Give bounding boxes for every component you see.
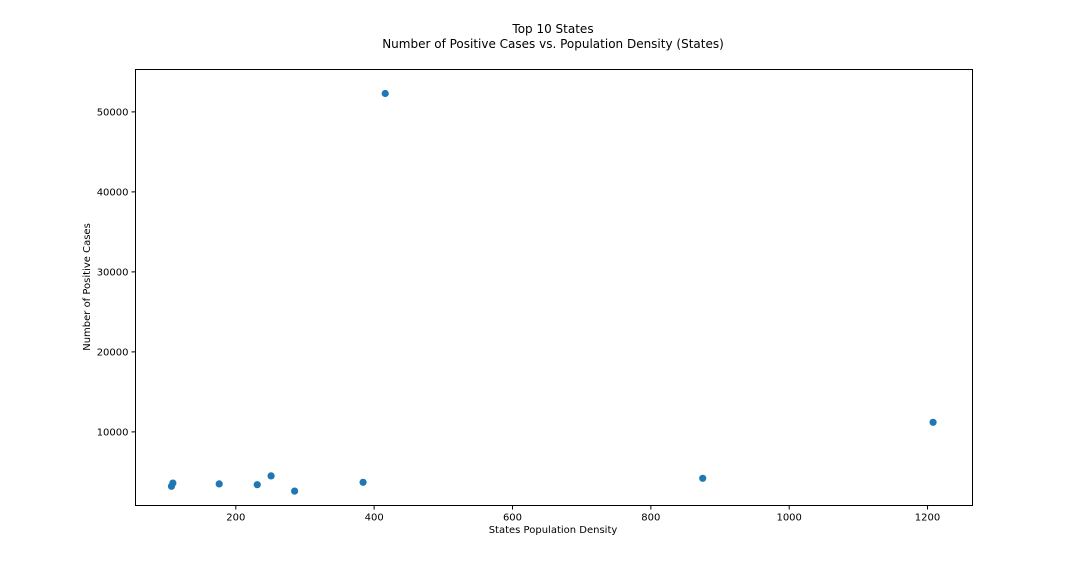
x-axis-label: States Population Density [489,525,618,536]
data-point [381,89,389,98]
y-axis-label: Number of Positive Cases [82,223,93,351]
x-tick-label: 200 [226,513,245,524]
data-point [359,478,367,486]
y-tick-label: 40000 [97,187,129,198]
data-point [267,472,275,480]
chart-subtitle: Number of Positive Cases vs. Population … [382,37,724,51]
x-tick-label: 1200 [915,513,940,524]
y-tick-label: 20000 [97,347,129,358]
data-point [253,481,261,489]
chart-title: Top 10 States [511,22,593,36]
x-tick-label: 1000 [776,513,801,524]
y-axis-ticks: 10000 20000 30000 40000 50000 [97,107,136,438]
plot-frame [135,69,973,506]
x-tick-label: 600 [503,513,522,524]
data-point [169,479,177,487]
x-axis-ticks: 200 400 600 800 1000 1200 [226,505,940,524]
y-tick-label: 30000 [97,267,129,278]
x-tick-label: 800 [641,513,660,524]
data-point [929,418,937,426]
data-points [167,89,937,495]
data-point [290,487,299,495]
data-point [699,474,707,482]
data-point [215,480,223,488]
y-tick-label: 50000 [97,107,129,118]
y-tick-label: 10000 [97,427,129,438]
x-tick-label: 400 [365,513,384,524]
